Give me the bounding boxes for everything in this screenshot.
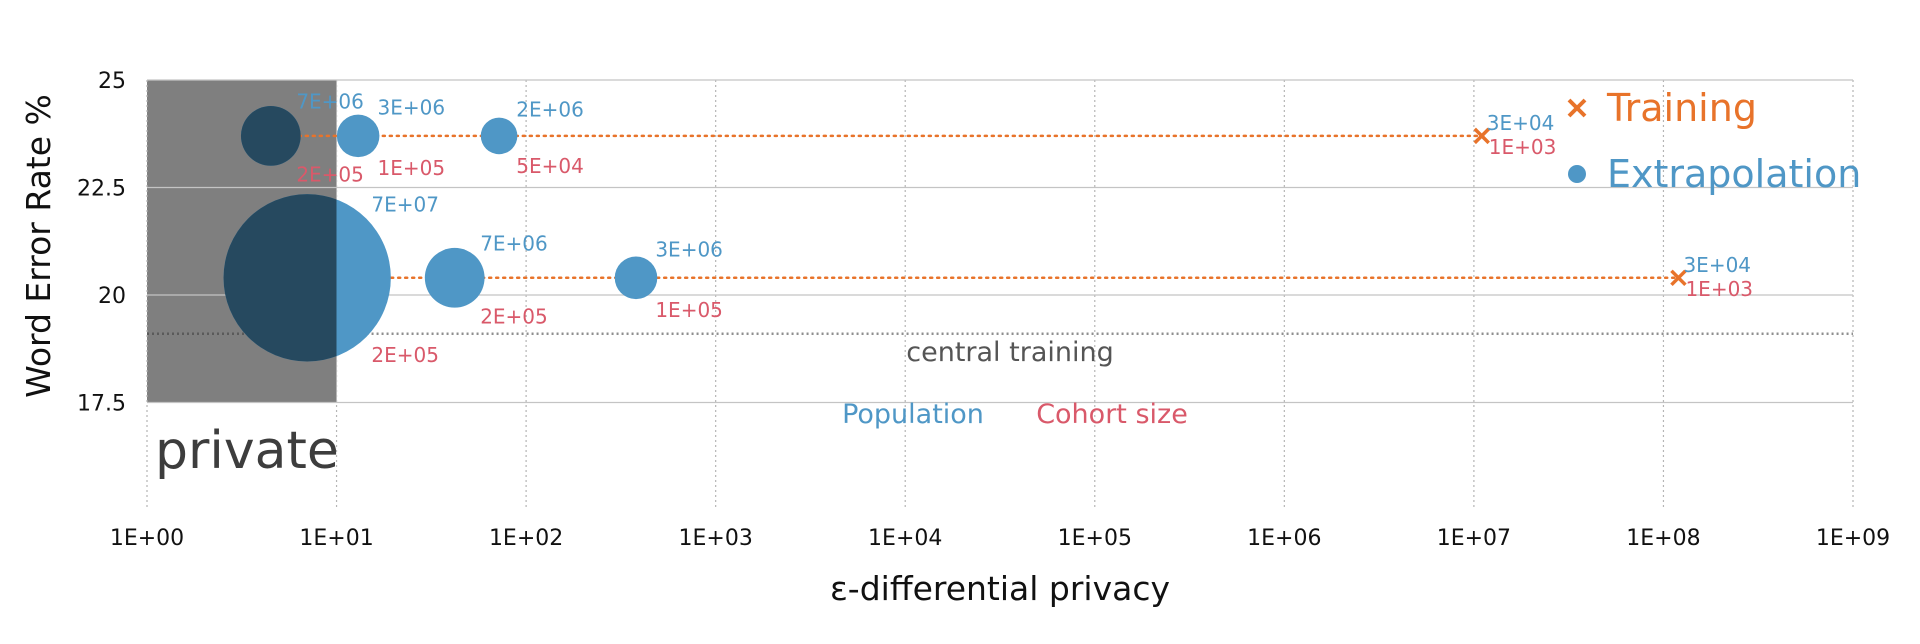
x-tick-label: 1E+06	[1247, 526, 1321, 551]
y-tick-label: 22.5	[77, 177, 126, 202]
population-label: 2E+06	[516, 98, 584, 122]
legend: Training Extrapolation	[1567, 86, 1861, 196]
population-label: 7E+07	[371, 193, 439, 217]
cohort-label: 5E+04	[516, 154, 584, 178]
cohort-label: 2E+05	[371, 343, 439, 367]
cohort-label: 1E+03	[1685, 277, 1753, 301]
cohort-label: 1E+05	[377, 156, 445, 180]
private-label: private	[155, 421, 339, 481]
extrapolation-point-private-overlay	[240, 106, 301, 166]
extrapolation-point	[336, 114, 380, 158]
x-tick-label: 1E+07	[1437, 526, 1511, 551]
extrapolation-point-private-overlay	[223, 194, 337, 362]
legend-training-label: Training	[1606, 86, 1757, 130]
population-label: 3E+06	[377, 96, 445, 120]
population-label: 7E+06	[480, 231, 548, 255]
x-tick-label: 1E+09	[1816, 526, 1890, 551]
x-tick-label: 1E+03	[679, 526, 753, 551]
cohort-key-label: Cohort size	[1036, 399, 1188, 430]
y-tick-label: 20	[98, 284, 126, 309]
extrapolation-point	[614, 256, 658, 300]
population-label: 3E+06	[655, 237, 723, 261]
grid	[146, 79, 1854, 510]
extrapolation-point	[424, 247, 485, 308]
cohort-label: 2E+05	[480, 304, 548, 328]
legend-extrapolation-label: Extrapolation	[1607, 152, 1861, 196]
training-point	[1670, 269, 1687, 287]
population-label: 3E+04	[1683, 253, 1751, 277]
population-label: 7E+06	[296, 89, 364, 113]
legend-extrapolation-marker	[1568, 165, 1586, 183]
legend-training-marker	[1567, 98, 1587, 118]
x-tick-label: 1E+00	[110, 526, 184, 551]
cohort-label: 1E+05	[655, 298, 723, 322]
x-tick-label: 1E+08	[1626, 526, 1700, 551]
y-tick-label: 17.5	[77, 392, 126, 417]
cohort-label: 2E+05	[296, 162, 364, 186]
x-tick-label: 1E+01	[299, 526, 373, 551]
population-label: 3E+04	[1487, 111, 1555, 135]
training-point	[1473, 127, 1490, 145]
x-tick-label: 1E+04	[868, 526, 942, 551]
x-axis-title: ε-differential privacy	[830, 569, 1170, 608]
y-tick-label: 25	[98, 69, 126, 94]
population-key-label: Population	[842, 399, 984, 430]
x-tick-label: 1E+02	[489, 526, 563, 551]
y-axis-title: Word Error Rate %	[19, 94, 58, 398]
central-training-label: central training	[906, 337, 1113, 368]
extrapolation-point	[480, 117, 518, 155]
cohort-label: 1E+03	[1489, 135, 1557, 159]
x-tick-label: 1E+05	[1058, 526, 1132, 551]
